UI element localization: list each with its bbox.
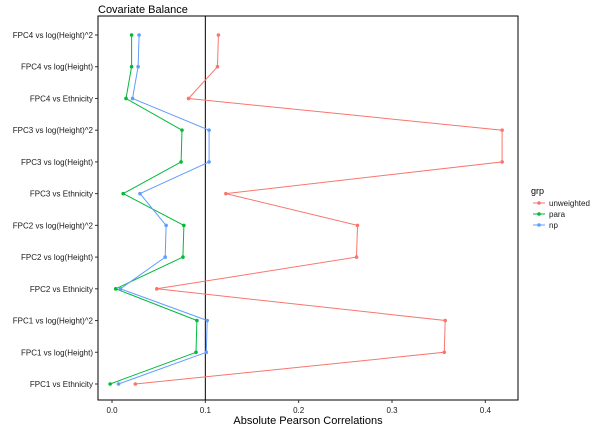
legend-label: para	[549, 210, 566, 219]
legend-key-point	[537, 212, 541, 216]
data-point	[354, 255, 359, 259]
data-point	[133, 382, 138, 386]
legend-key-point	[537, 223, 541, 227]
data-point	[194, 350, 198, 355]
data-point	[186, 96, 191, 101]
data-point	[442, 350, 447, 355]
data-point	[179, 160, 183, 164]
data-point	[155, 287, 159, 291]
x-tick-label: 0.1	[200, 406, 212, 415]
data-point	[129, 33, 134, 37]
data-point	[138, 191, 142, 196]
plot-panel	[97, 15, 519, 401]
legend-key-point	[537, 201, 541, 205]
data-point	[136, 64, 140, 69]
data-point	[121, 191, 125, 196]
series-np	[116, 33, 211, 386]
y-axis: FPC1 vs Ethnicity FPC1 vs log(Height) FPC1…	[13, 31, 98, 389]
y-tick-label: FPC3 vs Ethnicity	[30, 190, 93, 199]
data-point	[124, 96, 128, 101]
x-tick-label: 0.0	[106, 406, 118, 415]
data-point	[118, 287, 123, 291]
y-tick-label: FPC2 vs log(Height)	[21, 253, 93, 262]
legend-label: np	[549, 221, 558, 230]
x-tick-label: 0.3	[386, 406, 398, 415]
y-tick-label: FPC1 vs Ethnicity	[30, 380, 93, 389]
series-unweighted	[133, 33, 504, 386]
x-axis-label: Absolute Pearson Correlations	[233, 415, 383, 427]
data-point	[181, 255, 185, 259]
data-point	[216, 33, 221, 37]
x-tick-label: 0.2	[293, 406, 305, 415]
data-point	[108, 382, 112, 386]
legend-title: grp	[531, 186, 544, 196]
data-point	[215, 64, 220, 69]
data-point	[204, 350, 209, 355]
y-tick-label: FPC2 vs Ethnicity	[30, 285, 93, 294]
x-tick-label: 0.4	[480, 406, 492, 415]
y-tick-label: FPC4 vs log(Height)^2	[13, 31, 94, 40]
legend-item-unweighted: unweighted	[533, 199, 590, 208]
data-point	[182, 223, 186, 228]
x-axis: 0.0 0.1 0.2 0.3 0.4	[106, 400, 491, 415]
data-point	[224, 191, 228, 196]
series-layer	[108, 33, 504, 386]
y-tick-label: FPC1 vs log(Height)^2	[13, 317, 94, 326]
y-tick-label: FPC4 vs Ethnicity	[30, 94, 93, 103]
data-point	[113, 287, 118, 291]
data-point	[207, 128, 211, 132]
data-point	[164, 223, 168, 228]
y-tick-label: FPC1 vs log(Height)	[21, 348, 93, 357]
data-point	[207, 160, 211, 164]
data-point	[116, 382, 121, 386]
data-point	[130, 96, 135, 101]
chart-title: Covariate Balance	[98, 4, 188, 16]
data-point	[163, 255, 167, 259]
legend: grp unweighted para np	[531, 186, 590, 230]
data-point	[180, 128, 184, 132]
y-tick-label: FPC3 vs log(Height)	[21, 158, 93, 167]
data-point	[137, 33, 141, 37]
y-tick-label: FPC2 vs log(Height)^2	[13, 221, 94, 230]
data-point	[355, 223, 360, 228]
legend-label: unweighted	[549, 199, 590, 208]
data-point	[443, 318, 448, 323]
data-point	[129, 64, 134, 69]
data-point	[500, 128, 504, 132]
legend-item-para: para	[533, 210, 566, 219]
series-line	[118, 34, 210, 385]
y-tick-label: FPC4 vs log(Height)	[21, 63, 93, 72]
series-line	[135, 34, 503, 385]
legend-item-np: np	[533, 221, 558, 230]
data-point	[195, 318, 199, 323]
data-point	[205, 318, 209, 323]
data-point	[500, 160, 504, 164]
y-tick-label: FPC3 vs log(Height)^2	[13, 126, 94, 135]
